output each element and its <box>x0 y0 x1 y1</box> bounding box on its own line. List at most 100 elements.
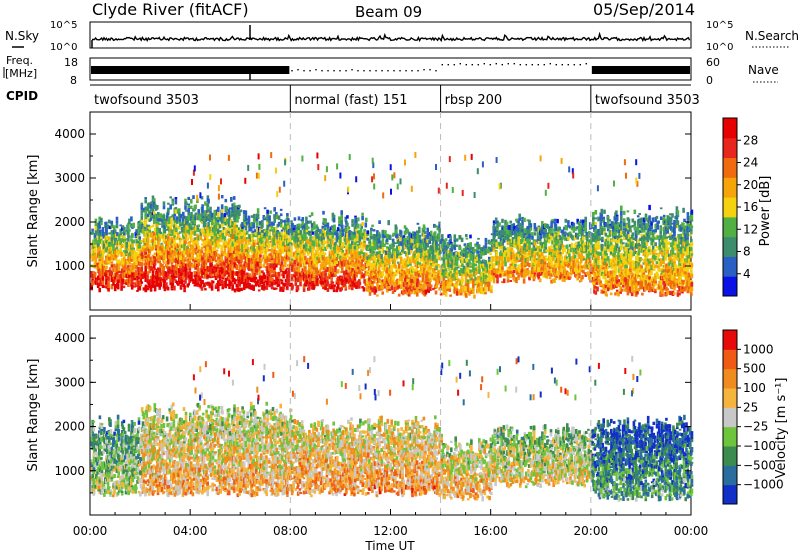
data-point <box>257 268 261 272</box>
data-point <box>98 287 101 293</box>
cpid-segments: twofsound 3503 normal (fast) 151 rbsp 200 t… <box>94 85 700 112</box>
data-point <box>135 252 138 256</box>
data-point <box>92 265 95 268</box>
data-point <box>98 216 101 221</box>
data-point <box>236 245 239 251</box>
data-point <box>297 223 301 227</box>
data-point <box>150 262 153 266</box>
data-point <box>357 266 360 270</box>
data-point <box>252 241 256 247</box>
data-point <box>226 269 230 272</box>
data-point <box>100 268 103 271</box>
data-point <box>138 285 142 291</box>
data-point <box>275 259 279 264</box>
data-point <box>332 290 336 293</box>
data-point <box>217 280 220 285</box>
data-point <box>176 216 179 221</box>
data-point <box>495 256 498 262</box>
data-point <box>254 235 258 238</box>
data-point <box>275 287 278 290</box>
data-point <box>168 266 171 271</box>
data-point <box>194 240 198 243</box>
data-point <box>107 262 110 265</box>
data-point <box>469 234 472 239</box>
data-point <box>180 226 184 231</box>
data-point <box>223 265 227 270</box>
data-point <box>140 222 144 225</box>
data-point <box>173 235 177 238</box>
data-point <box>194 251 198 255</box>
data-point <box>171 258 175 263</box>
data-point <box>248 283 251 288</box>
data-point <box>124 241 127 246</box>
data-point <box>183 285 186 290</box>
data-point <box>291 279 294 282</box>
data-point <box>163 224 167 229</box>
data-point <box>230 215 233 218</box>
data-point <box>177 243 180 249</box>
freq-dot <box>543 64 545 66</box>
data-point <box>144 251 147 255</box>
data-point <box>167 259 170 265</box>
data-point <box>114 279 118 283</box>
data-point <box>187 205 190 208</box>
data-point <box>290 249 293 255</box>
data-point <box>377 240 381 244</box>
data-point <box>213 232 217 237</box>
data-point <box>221 259 225 262</box>
data-point <box>119 273 122 279</box>
data-point <box>147 252 151 258</box>
data-point <box>449 294 452 297</box>
freq-dot <box>339 70 341 72</box>
data-point <box>460 287 463 293</box>
data-point <box>139 229 143 233</box>
data-point <box>204 256 208 260</box>
data-point <box>150 256 153 263</box>
data-point <box>271 254 274 259</box>
data-point <box>123 235 126 239</box>
data-point <box>150 203 153 209</box>
data-point <box>183 243 186 247</box>
data-point <box>281 248 285 254</box>
data-point <box>273 207 276 212</box>
freq-dot <box>531 64 533 66</box>
data-point <box>252 233 255 238</box>
data-point <box>113 276 117 282</box>
data-point <box>167 245 170 251</box>
data-point <box>230 234 233 238</box>
data-point <box>128 251 132 257</box>
data-point <box>231 239 234 242</box>
data-point <box>395 226 398 230</box>
data-point <box>207 222 210 227</box>
data-point <box>132 282 135 285</box>
data-point <box>186 284 189 288</box>
data-point <box>114 257 118 260</box>
data-point <box>466 279 470 283</box>
data-point <box>213 268 217 272</box>
data-point <box>105 250 108 253</box>
data-point <box>187 207 190 213</box>
data-point <box>273 230 276 233</box>
data-point <box>169 255 172 258</box>
data-point <box>271 268 274 273</box>
data-point <box>245 244 249 249</box>
data-point <box>184 251 188 255</box>
data-point <box>153 211 156 215</box>
nsky-tick-bottom: 10^0 <box>50 42 77 53</box>
data-point <box>203 241 206 246</box>
data-point <box>469 281 472 284</box>
data-point <box>271 263 274 269</box>
data-point <box>253 272 257 277</box>
data-point <box>361 248 364 252</box>
data-point <box>346 222 349 227</box>
data-point <box>190 229 193 235</box>
data-point <box>477 237 480 240</box>
data-point <box>248 287 251 290</box>
data-point <box>178 281 182 285</box>
data-point <box>138 261 142 265</box>
data-point <box>287 225 290 231</box>
data-point <box>90 287 93 291</box>
data-point <box>280 231 284 236</box>
data-point <box>165 229 169 231</box>
data-point <box>211 227 215 231</box>
